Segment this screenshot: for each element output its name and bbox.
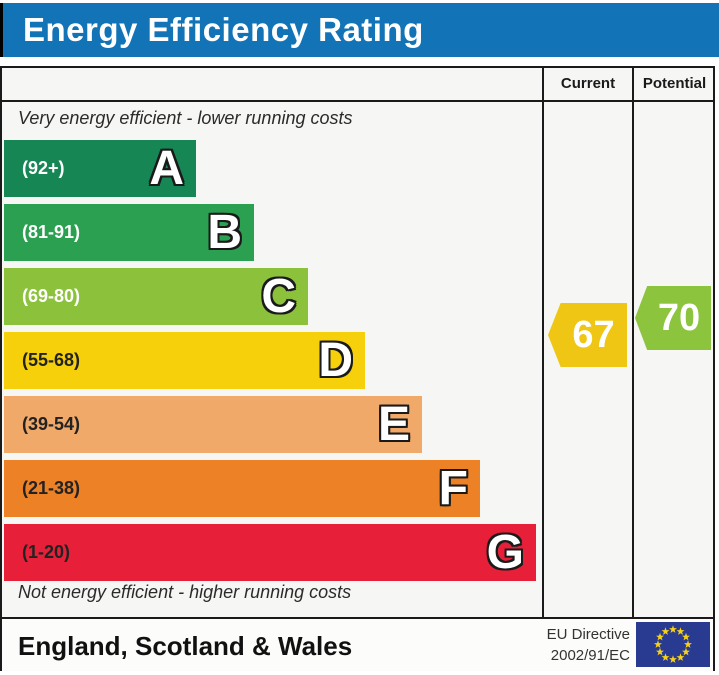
band-b-letter: B: [207, 205, 242, 259]
chart-frame: Current Potential Very energy efficient …: [0, 66, 715, 671]
band-d: (55-68) D: [4, 332, 365, 389]
current-rating-value: 67: [572, 313, 615, 356]
band-b: (81-91) B: [4, 204, 254, 261]
band-e-letter: E: [377, 397, 410, 451]
footer: England, Scotland & Wales EU Directive 2…: [2, 619, 713, 671]
band-e: (39-54) E: [4, 396, 422, 453]
potential-rating-arrow: 70: [635, 286, 711, 350]
footer-region-label: England, Scotland & Wales: [18, 631, 353, 661]
eu-directive-line2: 2002/91/EC: [550, 647, 630, 664]
band-b-range: (81-91): [22, 222, 81, 242]
band-a-letter: A: [149, 141, 184, 195]
potential-rating-value: 70: [657, 296, 701, 339]
band-c-letter: C: [261, 269, 296, 323]
band-f: (21-38) F: [4, 460, 480, 517]
eu-directive-label: EU Directive 2002/91/EC: [402, 624, 630, 666]
band-a-range: (92+): [22, 158, 65, 178]
band-e-range: (39-54): [22, 414, 81, 434]
eu-flag-stars: [654, 625, 692, 663]
potential-column-header: Potential: [642, 75, 707, 92]
current-rating-arrow: 67: [548, 303, 627, 367]
band-f-range: (21-38): [22, 478, 81, 498]
footer-divider: [2, 617, 713, 619]
band-d-letter: D: [318, 333, 353, 387]
current-column-header: Current: [560, 75, 616, 92]
title-bar: Energy Efficiency Rating: [0, 3, 719, 57]
bottom-note: Not energy efficient - higher running co…: [18, 582, 352, 602]
band-g-range: (1-20): [22, 542, 71, 562]
header-divider: [2, 100, 713, 102]
band-f-letter: F: [438, 461, 468, 515]
band-a: (92+) A: [4, 140, 196, 197]
page-title: Energy Efficiency Rating: [23, 11, 424, 48]
potential-column-divider: [632, 68, 634, 619]
band-c-range: (69-80): [22, 286, 81, 306]
band-d-range: (55-68): [22, 350, 81, 370]
top-note: Very energy efficient - lower running co…: [18, 108, 353, 128]
current-column-divider: [542, 68, 544, 619]
eu-directive-line1: EU Directive: [546, 626, 630, 643]
band-c: (69-80) C: [4, 268, 308, 325]
band-g: (1-20) G: [4, 524, 536, 581]
band-g-letter: G: [486, 525, 524, 579]
eu-flag-icon: [636, 622, 710, 667]
